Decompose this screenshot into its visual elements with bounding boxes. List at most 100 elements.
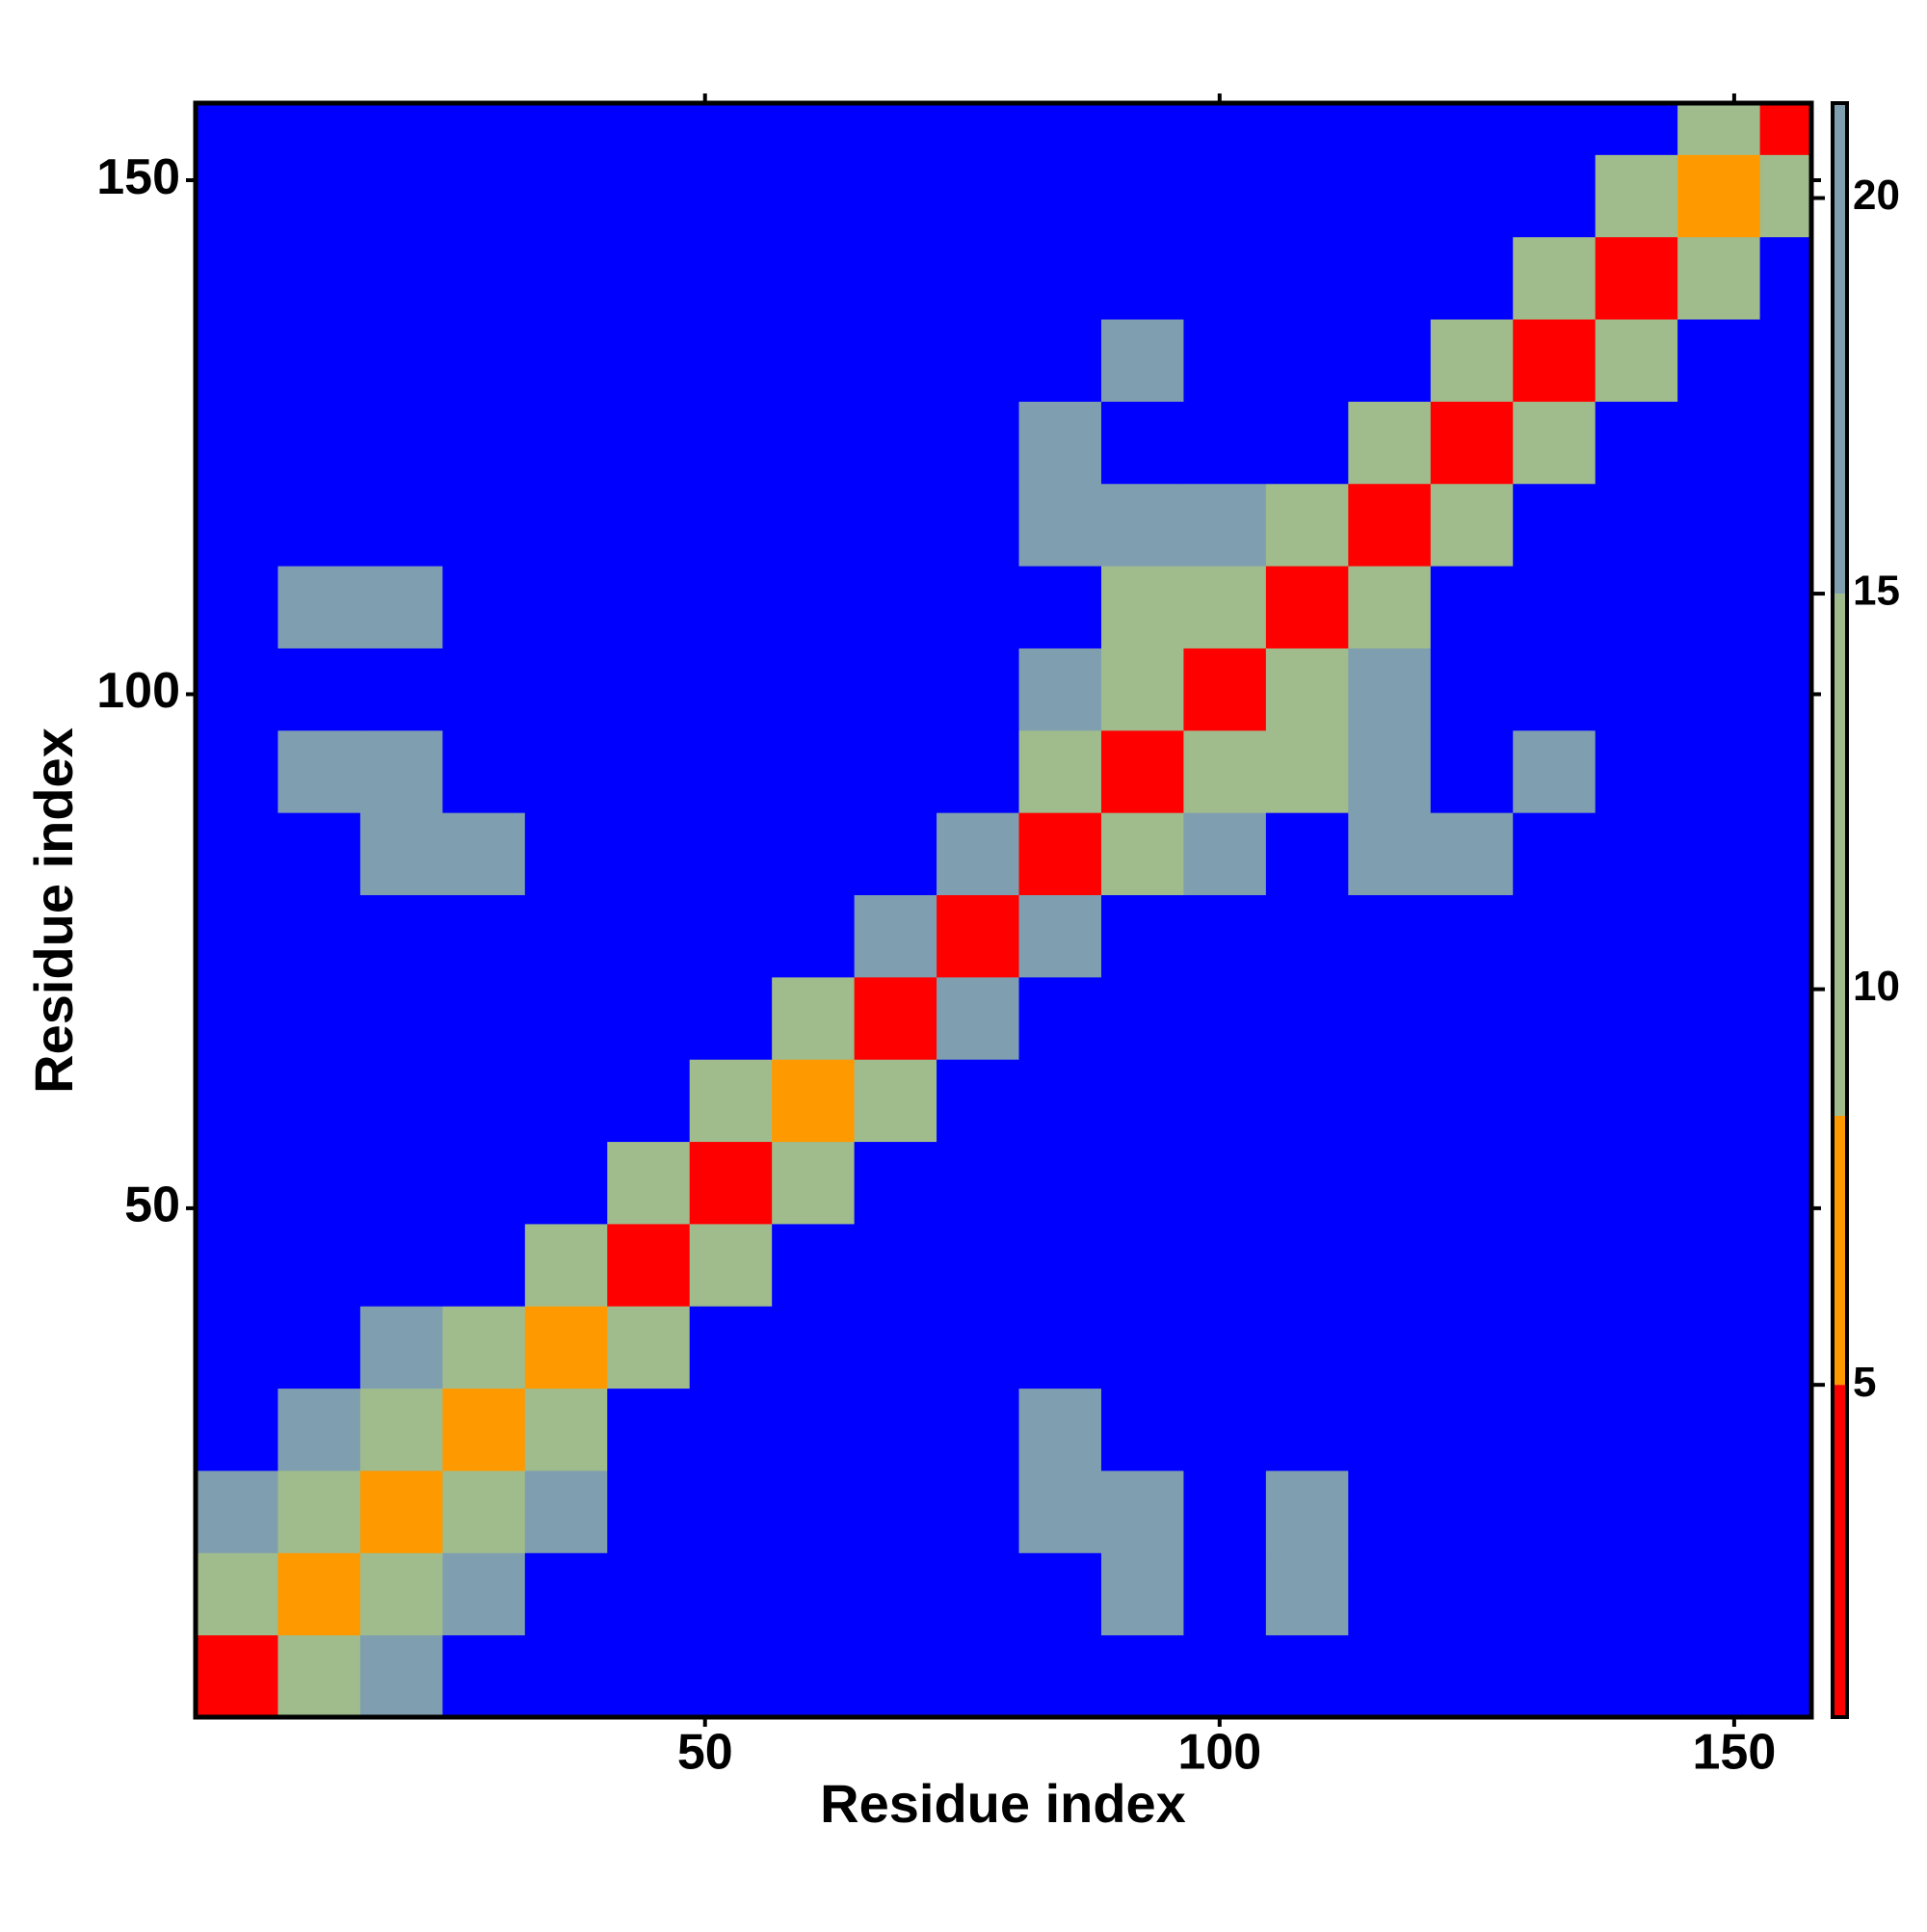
heat-cell xyxy=(1018,1059,1102,1143)
heat-cell xyxy=(277,1388,361,1471)
heat-cell xyxy=(1595,1552,1678,1636)
heat-cell xyxy=(1513,1634,1597,1718)
colorbar-segment xyxy=(1833,1385,1847,1717)
heat-cell xyxy=(1100,1469,1184,1553)
colorbar-segment xyxy=(1833,594,1847,1116)
heat-cell xyxy=(1265,1469,1349,1553)
heat-cell xyxy=(1018,894,1102,978)
heat-cell xyxy=(1759,976,1812,1060)
heat-cell xyxy=(854,566,937,648)
heat-cell xyxy=(524,1552,608,1636)
heat-cell xyxy=(1595,1141,1678,1225)
heat-cell xyxy=(689,1469,773,1553)
heat-cell xyxy=(1513,812,1597,895)
heat-cell xyxy=(1018,566,1102,648)
heat-cell xyxy=(1759,648,1812,731)
heat-cell xyxy=(359,401,443,485)
heat-cell xyxy=(524,154,608,238)
heat-cell xyxy=(1430,401,1514,485)
heat-cell xyxy=(1595,1306,1678,1389)
heat-cell xyxy=(1430,976,1514,1060)
heat-cell xyxy=(1595,1634,1678,1718)
heat-cell xyxy=(1018,1306,1102,1389)
heat-cell xyxy=(196,648,278,731)
heat-cell xyxy=(1100,1059,1184,1143)
heat-cell xyxy=(772,154,856,238)
heat-cell xyxy=(196,483,278,567)
heat-cell xyxy=(937,236,1020,320)
heat-cell xyxy=(772,103,856,155)
heat-cell xyxy=(196,1141,278,1225)
heat-cell xyxy=(854,103,937,155)
heat-cell xyxy=(442,401,526,485)
colorbar-segment xyxy=(1833,103,1847,595)
heat-cell xyxy=(1265,1141,1349,1225)
heat-cell xyxy=(772,648,856,731)
heat-cell xyxy=(359,894,443,978)
heat-cell xyxy=(772,1059,856,1143)
heat-cell xyxy=(772,812,856,895)
heat-cell xyxy=(1677,319,1761,402)
heat-cell xyxy=(854,648,937,731)
heat-cell xyxy=(196,236,278,320)
plot-frame xyxy=(193,100,1814,1720)
heat-cell xyxy=(1265,1059,1349,1143)
heat-cell xyxy=(1100,648,1184,731)
heat-cell xyxy=(359,1388,443,1471)
heat-cell xyxy=(1513,1388,1597,1471)
heat-cell xyxy=(277,894,361,978)
heat-cell xyxy=(937,648,1020,731)
heat-cell xyxy=(854,1634,937,1718)
heat-cell xyxy=(359,566,443,648)
heat-cell xyxy=(1183,103,1267,155)
heat-cell xyxy=(607,401,691,485)
heat-cell xyxy=(359,1552,443,1636)
heat-cell xyxy=(196,154,278,238)
heat-cell xyxy=(1183,976,1267,1060)
heat-cell xyxy=(1100,1141,1184,1225)
heat-cell xyxy=(1595,1059,1678,1143)
heat-cell xyxy=(524,1223,608,1307)
heat-cell xyxy=(1348,483,1432,567)
heat-cell xyxy=(1183,1306,1267,1389)
heat-cell xyxy=(1265,103,1349,155)
heat-cell xyxy=(442,103,526,155)
heat-cell xyxy=(689,1306,773,1389)
heat-cell xyxy=(607,103,691,155)
heat-cell xyxy=(1100,103,1184,155)
colorbar-tick-label: 5 xyxy=(1853,1359,1876,1406)
heat-cell xyxy=(1430,103,1514,155)
heat-cell xyxy=(1183,1141,1267,1225)
heat-cell xyxy=(1348,154,1432,238)
heat-cell xyxy=(196,976,278,1060)
heat-cell xyxy=(1513,1059,1597,1143)
heat-cell xyxy=(937,1469,1020,1553)
heat-cell xyxy=(1677,648,1761,731)
heat-cell xyxy=(442,154,526,238)
heat-cell xyxy=(772,236,856,320)
heat-cell xyxy=(1513,894,1597,978)
heat-cell xyxy=(854,1059,937,1143)
heat-cell xyxy=(1430,894,1514,978)
heat-cell xyxy=(1265,894,1349,978)
heat-cell xyxy=(1183,1469,1267,1553)
heat-cell xyxy=(772,976,856,1060)
heat-cell xyxy=(1513,648,1597,731)
heat-cell xyxy=(1595,401,1678,485)
heat-cell xyxy=(1100,976,1184,1060)
heat-cell xyxy=(196,1388,278,1471)
heat-cell xyxy=(1759,1469,1812,1553)
heat-cell xyxy=(277,483,361,567)
heat-cell xyxy=(854,483,937,567)
heat-cell xyxy=(1513,729,1597,813)
heat-cell xyxy=(937,483,1020,567)
heat-cell xyxy=(359,648,443,731)
heat-cell xyxy=(854,1388,937,1471)
heat-cell xyxy=(277,1141,361,1225)
heat-cell xyxy=(689,729,773,813)
heat-cell xyxy=(1183,1552,1267,1636)
heat-cell xyxy=(1677,1059,1761,1143)
heat-cell xyxy=(1100,1306,1184,1389)
heat-cell xyxy=(937,812,1020,895)
heat-cell xyxy=(442,1388,526,1471)
